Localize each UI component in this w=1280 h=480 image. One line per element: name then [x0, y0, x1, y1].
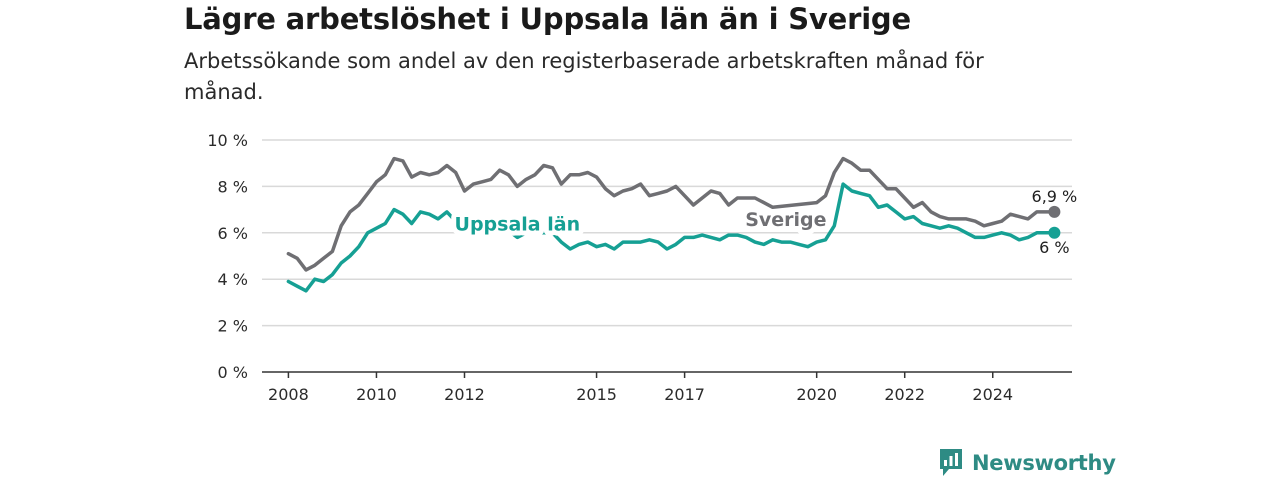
- x-tick-label: 2024: [972, 385, 1013, 404]
- series-lines: [286, 156, 1061, 293]
- y-tick-label: 10 %: [207, 131, 248, 150]
- x-tick-label: 2012: [444, 385, 485, 404]
- y-tick-label: 0 %: [218, 363, 248, 382]
- x-tick-label: 2022: [884, 385, 925, 404]
- series-label-halo: Sverige: [745, 209, 826, 231]
- end-label-sverige: 6,9 %: [1032, 187, 1078, 206]
- brand-name: Newsworthy: [972, 451, 1116, 475]
- x-tick-label: 2008: [268, 385, 309, 404]
- y-tick-label: 8 %: [218, 177, 248, 196]
- end-point-uppsala: [1048, 226, 1061, 239]
- chart-subtitle: Arbetssökande som andel av den registerb…: [184, 49, 984, 104]
- brand-logo: Newsworthy: [938, 448, 1116, 478]
- series-label-halo: Uppsala län: [455, 213, 581, 235]
- x-tick-label: 2017: [664, 385, 705, 404]
- y-tick-label: 2 %: [218, 317, 248, 336]
- newsworthy-logo-icon: [940, 449, 962, 476]
- end-point-sverige: [1048, 205, 1061, 218]
- series-line-uppsala: [286, 182, 1057, 293]
- x-tick-label: 2020: [796, 385, 837, 404]
- x-tick-label: 2015: [576, 385, 617, 404]
- y-tick-label: 4 %: [218, 270, 248, 289]
- chart-title: Lägre arbetslöshet i Uppsala län än i Sv…: [184, 2, 911, 36]
- x-tick-label: 2010: [356, 385, 397, 404]
- end-label-uppsala: 6 %: [1039, 238, 1069, 257]
- series-line-sverige: [286, 156, 1057, 272]
- y-tick-label: 6 %: [218, 224, 248, 243]
- series-label-uppsala: Uppsala län: [455, 213, 581, 235]
- axes: 0 % 2 % 4 % 6 % 8 % 10 % 2008 2010 2012 2015 2017 2…: [207, 131, 1072, 404]
- grid-lines: [262, 139, 1072, 327]
- series-label-sverige: Sverige: [745, 209, 826, 231]
